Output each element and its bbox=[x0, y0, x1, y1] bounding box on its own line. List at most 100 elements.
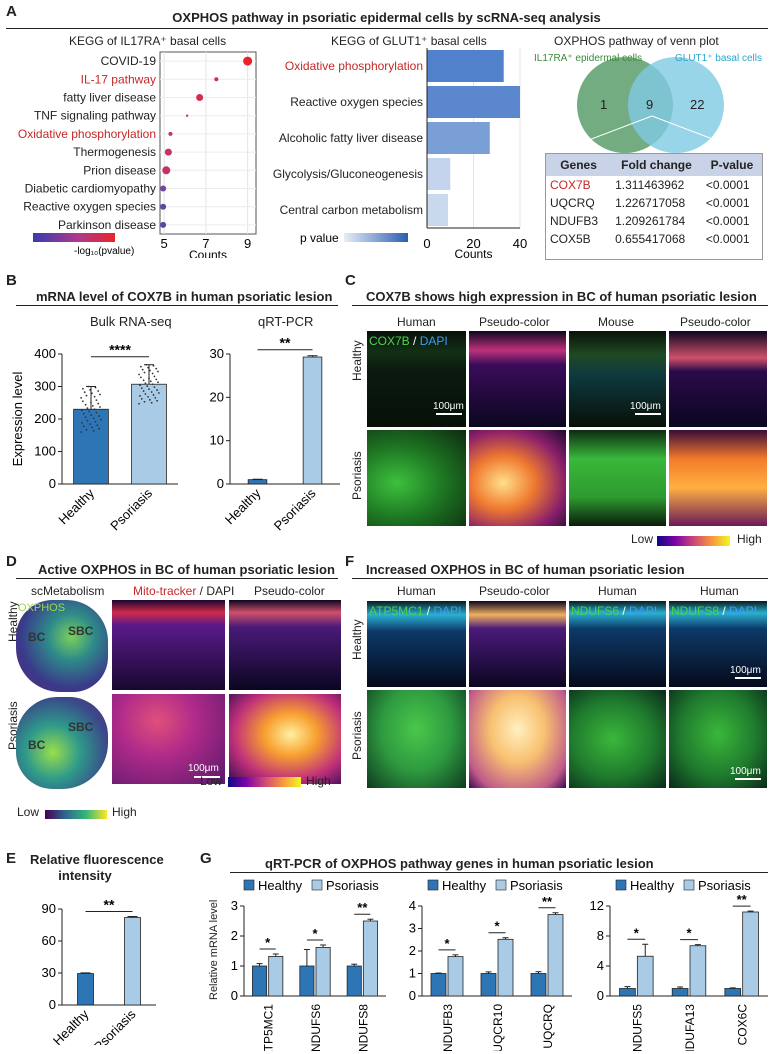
significance-mark: ** bbox=[280, 335, 291, 351]
panel-a-title: OXPHOS pathway in psoriatic epidermal ce… bbox=[172, 10, 601, 25]
data-point bbox=[141, 368, 144, 371]
scale-label: 100μm bbox=[730, 766, 761, 777]
dot bbox=[160, 221, 167, 228]
scale-bar bbox=[735, 677, 761, 679]
data-point bbox=[142, 379, 145, 382]
x-tick-label: 9 bbox=[244, 236, 251, 251]
venn-right-count: 22 bbox=[690, 97, 704, 112]
panel-c-rule bbox=[352, 305, 768, 306]
data-point bbox=[148, 388, 150, 390]
data-point bbox=[92, 417, 95, 420]
panel-b-sub1: Bulk RNA-seq bbox=[90, 314, 172, 329]
colorbar-viridis bbox=[45, 810, 107, 819]
y-tick-label: 8 bbox=[597, 928, 604, 943]
col-label: Human bbox=[598, 584, 637, 598]
bar bbox=[427, 194, 448, 226]
panel-g-title: qRT-PCR of OXPHOS pathway genes in human… bbox=[265, 856, 654, 871]
panel-label-c: C bbox=[345, 272, 356, 289]
data-point bbox=[98, 415, 100, 417]
bar bbox=[497, 938, 514, 997]
data-point bbox=[156, 399, 159, 402]
data-point bbox=[86, 407, 89, 410]
table-cell: <0.0001 bbox=[705, 232, 750, 246]
bc-label: BC bbox=[28, 738, 46, 752]
data-point bbox=[144, 382, 147, 385]
x-tick-label: UQCR10 bbox=[491, 1004, 505, 1051]
row-label: Healthy bbox=[350, 340, 364, 381]
col-label: Human bbox=[700, 584, 739, 598]
data-point bbox=[143, 400, 146, 403]
scale-label: 100μm bbox=[630, 401, 661, 412]
data-point bbox=[147, 366, 150, 369]
data-point bbox=[82, 387, 84, 390]
micrograph-f-psoriasis-ndufs6 bbox=[569, 690, 666, 788]
micrograph-d-healthy-mito bbox=[112, 600, 225, 690]
significance-mark: * bbox=[265, 935, 271, 950]
stain-label: DAPI bbox=[629, 604, 658, 618]
stain-label: DAPI bbox=[419, 334, 448, 348]
dot bbox=[162, 166, 171, 175]
panel-f-rule bbox=[352, 578, 768, 579]
data-point bbox=[154, 396, 157, 399]
bar bbox=[77, 973, 94, 1006]
y-tick-label: 1 bbox=[409, 966, 416, 981]
scale-label: 100μm bbox=[730, 665, 761, 676]
low-label: Low bbox=[200, 774, 223, 788]
bar bbox=[427, 158, 451, 190]
panel-label-d: D bbox=[6, 553, 17, 570]
y-tick-label: 0 bbox=[597, 988, 604, 1003]
data-point bbox=[89, 423, 91, 425]
micrograph-d-psoriasis-mito: 100μm bbox=[112, 694, 225, 784]
bar bbox=[724, 988, 742, 997]
bar bbox=[636, 955, 654, 997]
significance-mark: * bbox=[444, 936, 450, 951]
micrograph-d-psoriasis-pseudo bbox=[229, 694, 341, 784]
y-tick-label: 4 bbox=[409, 898, 416, 913]
data-point bbox=[153, 386, 156, 389]
data-point bbox=[140, 365, 142, 368]
venn-overlap-count: 9 bbox=[646, 97, 653, 112]
data-point bbox=[82, 412, 85, 415]
sbc-label: SBC bbox=[68, 624, 94, 638]
bar bbox=[742, 911, 759, 997]
y-tick-label: 3 bbox=[231, 898, 238, 913]
qrtpcr-g1-chart: 0 1 2 3 Healthy Psoriasis * ATP5MC1 * NDUFS6 ** NDU… bbox=[231, 878, 386, 1051]
scmetabolism-psoriasis bbox=[16, 697, 108, 789]
y-tick-label: 0 bbox=[217, 476, 224, 491]
stain-label: ATP5MC1 bbox=[369, 604, 424, 618]
stain-sep: / bbox=[409, 334, 420, 348]
table-cell: NDUFB3 bbox=[550, 214, 599, 228]
data-point bbox=[149, 380, 152, 383]
category-label: Prion disease bbox=[83, 163, 156, 177]
data-point bbox=[156, 389, 159, 391]
data-point bbox=[157, 370, 159, 373]
fluorescence-chart: 0 30 60 90 Healthy Psoriasis ** bbox=[42, 896, 156, 1045]
x-tick-label: NDUFS5 bbox=[630, 1004, 644, 1051]
panel-label-g: G bbox=[200, 850, 212, 867]
y-tick-label: 200 bbox=[34, 411, 56, 426]
category-label: Reactive oxygen species bbox=[23, 200, 156, 214]
category-label: fatty liver disease bbox=[63, 91, 156, 105]
data-point bbox=[155, 378, 158, 381]
venn-right-circle bbox=[628, 57, 724, 153]
data-point bbox=[99, 406, 101, 408]
col-label: Mouse bbox=[598, 315, 635, 329]
bar bbox=[530, 973, 547, 997]
col-label: Mito-tracker bbox=[133, 584, 197, 598]
table-cell: <0.0001 bbox=[705, 178, 750, 192]
data-point bbox=[97, 390, 100, 392]
data-point bbox=[146, 385, 149, 388]
data-point bbox=[90, 414, 92, 416]
plot-frame bbox=[159, 51, 257, 235]
y-tick-label: 10 bbox=[210, 433, 224, 448]
data-point bbox=[153, 375, 156, 378]
legend-swatch bbox=[683, 879, 695, 891]
data-point bbox=[87, 385, 90, 388]
table-cell: UQCRQ bbox=[550, 196, 595, 210]
data-point bbox=[96, 424, 99, 427]
category-label: TNF signaling pathway bbox=[34, 109, 156, 123]
category-label: Alcoholic fatty liver disease bbox=[279, 131, 423, 145]
bar bbox=[299, 965, 315, 997]
dot bbox=[164, 148, 172, 156]
micrograph-c-psoriasis-human bbox=[367, 430, 466, 526]
